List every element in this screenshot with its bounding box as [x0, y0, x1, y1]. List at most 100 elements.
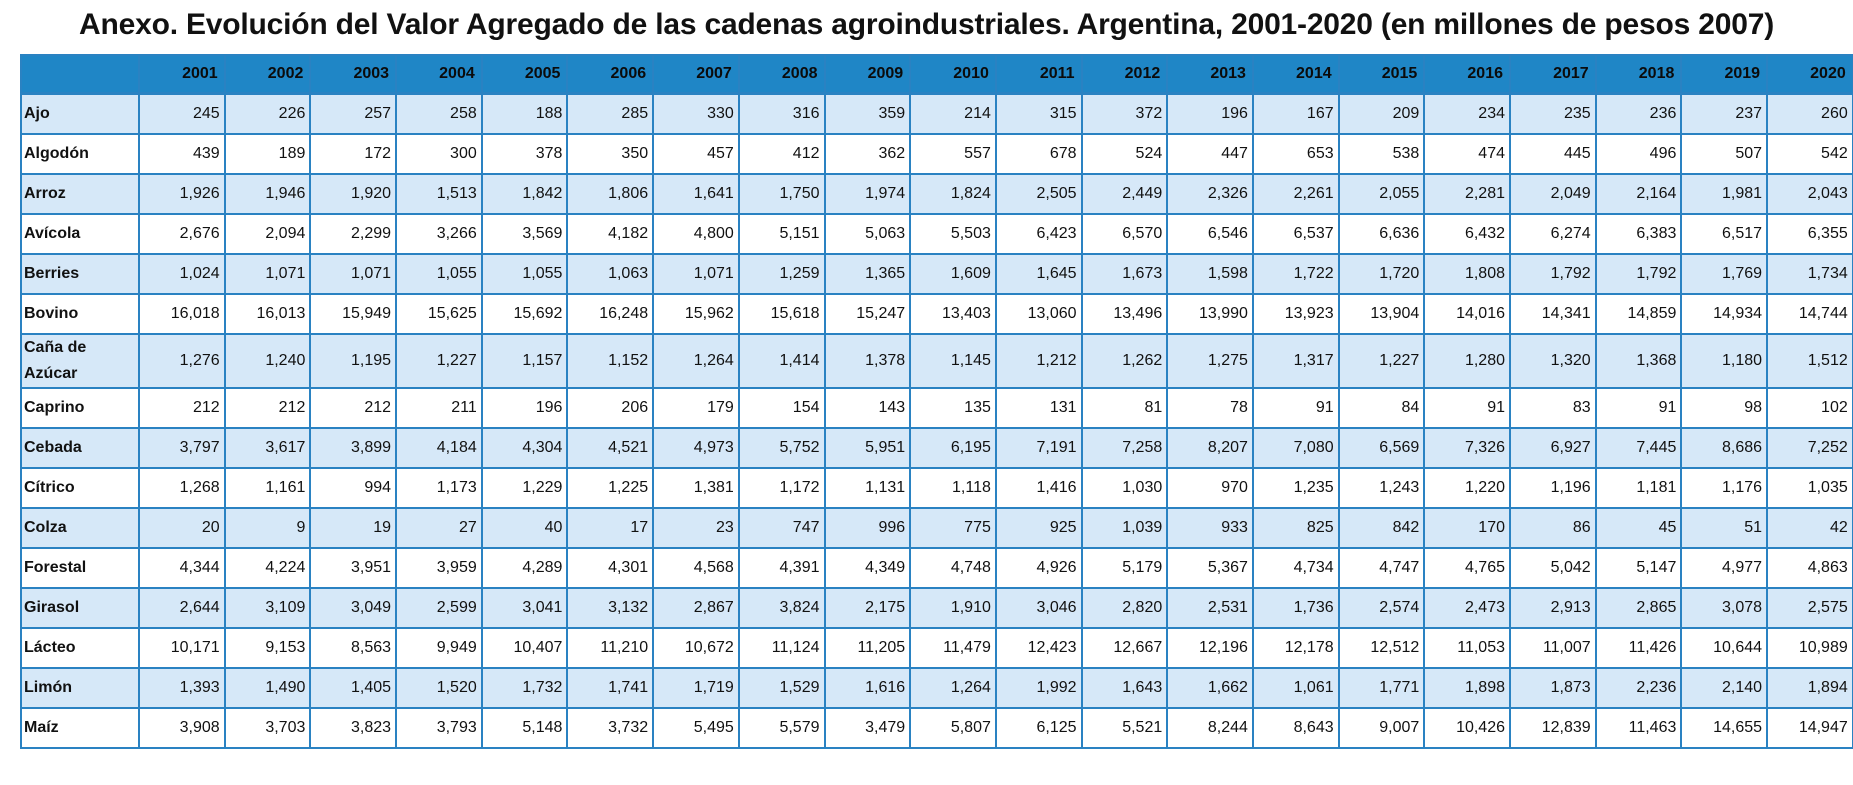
table-cell: 1,317	[1251, 333, 1340, 389]
table-cell: 2,676	[138, 213, 226, 255]
table-cell: 1,030	[1080, 467, 1169, 509]
table-cell: 2,261	[1251, 173, 1340, 215]
table-cell: 1,276	[138, 333, 226, 389]
table-cell: 1,643	[1080, 667, 1169, 709]
table-cell: 5,951	[823, 427, 912, 469]
table-cell: 12,839	[1509, 707, 1597, 749]
table-cell: 4,289	[480, 547, 569, 589]
table-cell: 14,655	[1680, 707, 1769, 749]
year-header: 2003	[309, 54, 398, 95]
table-cell: 4,973	[652, 427, 740, 469]
table-cell: 1,320	[1509, 333, 1597, 389]
table-cell: 2,865	[1594, 587, 1683, 629]
table-cell: 4,224	[223, 547, 312, 589]
table-row: Algodón 439 189 172 300 378 350 457 412 362 557 678…	[20, 133, 1853, 175]
table-cell: 15,618	[737, 293, 826, 335]
table-cell: 6,432	[1423, 213, 1511, 255]
table-cell: 1,732	[480, 667, 569, 709]
table-cell: 1,240	[223, 333, 312, 389]
table-cell: 1,616	[823, 667, 912, 709]
table-cell: 12,178	[1251, 627, 1340, 669]
table-cell: 1,662	[1166, 667, 1254, 709]
table-cell: 2,867	[652, 587, 740, 629]
table-cell: 1,673	[1080, 253, 1169, 295]
table-cell: 2,574	[1337, 587, 1426, 629]
year-header: 2009	[823, 54, 912, 95]
table-cell: 3,959	[395, 547, 483, 589]
table-cell: 653	[1251, 133, 1340, 175]
table-cell: 316	[737, 92, 826, 135]
table-cell: 16,248	[566, 293, 655, 335]
table-cell: 2,236	[1594, 667, 1683, 709]
table-cell: 8,563	[309, 627, 398, 669]
table-cell: 98	[1680, 387, 1769, 429]
table-cell: 524	[1080, 133, 1169, 175]
table-cell: 9,007	[1337, 707, 1426, 749]
table-cell: 14,934	[1680, 293, 1769, 335]
table-cell: 16,018	[138, 293, 226, 335]
table-cell: 214	[909, 92, 997, 135]
table-cell: 13,990	[1166, 293, 1254, 335]
table-row: Cítrico 1,268 1,161 994 1,173 1,229 1,225 1,381…	[20, 467, 1853, 509]
table-cell: 445	[1509, 133, 1597, 175]
table-cell: 1,393	[138, 667, 226, 709]
table-cell: 206	[566, 387, 655, 429]
table-cell: 3,617	[223, 427, 312, 469]
table-cell: 81	[1080, 387, 1169, 429]
table-cell: 16,013	[223, 293, 312, 335]
table-cell: 257	[309, 92, 398, 135]
year-header: 2012	[1080, 54, 1169, 95]
year-header: 2002	[223, 54, 312, 95]
table-cell: 1,824	[909, 173, 997, 215]
table-cell: 3,078	[1680, 587, 1769, 629]
table-cell: 45	[1594, 507, 1683, 549]
table-cell: 5,495	[652, 707, 740, 749]
table-cell: 4,344	[138, 547, 226, 589]
table-cell: 4,304	[480, 427, 569, 469]
year-header: 2001	[138, 54, 226, 95]
table-cell: 3,266	[395, 213, 483, 255]
table-cell: 8,244	[1166, 707, 1254, 749]
table-cell: 1,750	[737, 173, 826, 215]
table-cell: 1,275	[1166, 333, 1254, 389]
table-cell: 2,055	[1337, 173, 1426, 215]
table-cell: 507	[1680, 133, 1769, 175]
table-cell: 15,625	[395, 293, 483, 335]
table-cell: 2,473	[1423, 587, 1511, 629]
table-cell: 678	[994, 133, 1083, 175]
table-cell: 3,823	[309, 707, 398, 749]
table-cell: 4,182	[566, 213, 655, 255]
table-cell: 542	[1766, 133, 1853, 175]
table-cell: 14,744	[1766, 293, 1853, 335]
row-label: Caña de Azúcar	[20, 333, 140, 389]
table-cell: 1,212	[994, 333, 1083, 389]
table-cell: 1,512	[1766, 333, 1853, 389]
table-cell: 1,741	[566, 667, 655, 709]
table-cell: 457	[652, 133, 740, 175]
table-cell: 925	[994, 507, 1083, 549]
table-cell: 1,365	[823, 253, 912, 295]
table-cell: 196	[1166, 92, 1254, 135]
table-cell: 170	[1423, 507, 1511, 549]
table-cell: 557	[909, 133, 997, 175]
table-cell: 3,041	[480, 587, 569, 629]
table-cell: 10,644	[1680, 627, 1769, 669]
table-cell: 13,403	[909, 293, 997, 335]
table-cell: 8,207	[1166, 427, 1254, 469]
table-row: Maíz 3,908 3,703 3,823 3,793 5,148 3,732 5,495 5…	[20, 707, 1853, 749]
table-cell: 6,383	[1594, 213, 1683, 255]
table-cell: 6,570	[1080, 213, 1169, 255]
table-cell: 1,808	[1423, 253, 1511, 295]
table-row: Caña de Azúcar 1,276 1,240 1,195 1,227 1,157 1…	[20, 333, 1853, 389]
table-cell: 11,479	[909, 627, 997, 669]
table-cell: 13,060	[994, 293, 1083, 335]
table-cell: 4,184	[395, 427, 483, 469]
table-row: Ajo 245 226 257 258 188 285 330 316 359 214 315 372 1…	[20, 92, 1853, 135]
table-cell: 3,479	[823, 707, 912, 749]
table-cell: 1,227	[395, 333, 483, 389]
table-cell: 1,071	[309, 253, 398, 295]
table-cell: 2,531	[1166, 587, 1254, 629]
table-cell: 6,274	[1509, 213, 1597, 255]
table-cell: 7,252	[1766, 427, 1853, 469]
table-cell: 4,765	[1423, 547, 1511, 589]
